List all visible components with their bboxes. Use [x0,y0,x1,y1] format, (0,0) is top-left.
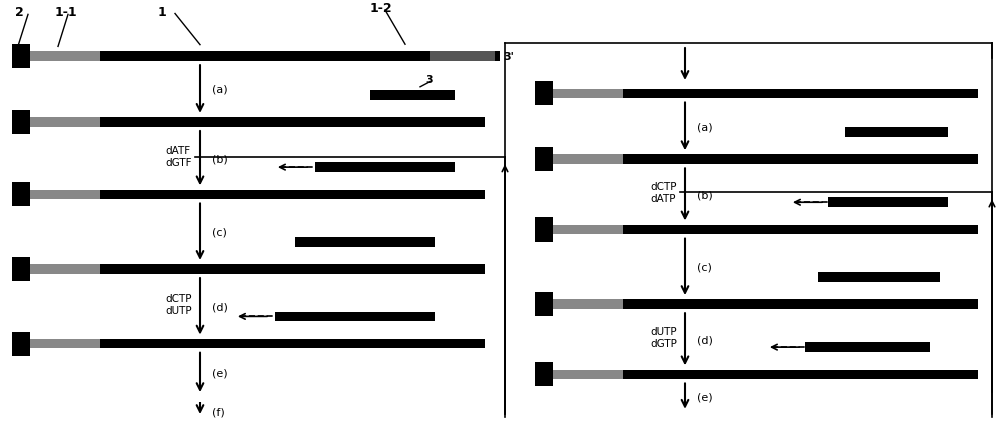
Text: (d): (d) [212,302,228,311]
FancyBboxPatch shape [553,300,623,309]
FancyBboxPatch shape [553,155,623,165]
Text: 1: 1 [158,6,167,19]
FancyBboxPatch shape [100,265,485,274]
Text: dCTP
dATP: dCTP dATP [650,182,677,204]
FancyBboxPatch shape [12,332,30,356]
Text: 3: 3 [425,75,433,85]
Text: 2: 2 [15,6,24,19]
Text: 3': 3' [503,52,514,62]
FancyBboxPatch shape [845,128,948,138]
FancyBboxPatch shape [12,183,30,207]
FancyBboxPatch shape [535,293,553,316]
FancyBboxPatch shape [100,118,485,127]
FancyBboxPatch shape [623,89,978,99]
FancyBboxPatch shape [100,190,485,200]
Text: dATF
dGTF: dATF dGTF [166,146,192,167]
Text: dCTP
dUTP: dCTP dUTP [165,293,192,315]
FancyBboxPatch shape [623,370,978,379]
FancyBboxPatch shape [275,312,435,321]
Text: (c): (c) [697,262,712,272]
FancyBboxPatch shape [495,52,500,62]
FancyBboxPatch shape [535,218,553,242]
FancyBboxPatch shape [553,370,623,379]
FancyBboxPatch shape [818,272,940,282]
FancyBboxPatch shape [30,52,100,62]
Text: (e): (e) [212,367,228,378]
Text: 1-2: 1-2 [370,2,393,15]
FancyBboxPatch shape [12,110,30,135]
FancyBboxPatch shape [623,155,978,165]
Text: (b): (b) [212,154,228,164]
Text: (d): (d) [697,335,713,344]
FancyBboxPatch shape [12,45,30,69]
FancyBboxPatch shape [623,225,978,235]
FancyBboxPatch shape [535,363,553,387]
Text: (b): (b) [697,190,713,200]
FancyBboxPatch shape [553,89,623,99]
FancyBboxPatch shape [295,237,435,247]
FancyBboxPatch shape [370,91,455,100]
FancyBboxPatch shape [30,190,100,200]
FancyBboxPatch shape [30,118,100,127]
Text: (a): (a) [212,85,228,95]
FancyBboxPatch shape [30,265,100,274]
FancyBboxPatch shape [12,257,30,282]
FancyBboxPatch shape [430,52,495,62]
Text: (e): (e) [697,391,713,401]
FancyBboxPatch shape [805,343,930,352]
Text: (c): (c) [212,227,227,237]
Text: dUTP
dGTP: dUTP dGTP [650,326,677,348]
Text: 1-1: 1-1 [55,6,78,19]
FancyBboxPatch shape [30,339,100,349]
Text: (a): (a) [697,122,713,132]
FancyBboxPatch shape [553,225,623,235]
FancyBboxPatch shape [828,198,948,208]
FancyBboxPatch shape [315,163,455,173]
FancyBboxPatch shape [535,82,553,106]
FancyBboxPatch shape [100,52,495,62]
FancyBboxPatch shape [623,300,978,309]
FancyBboxPatch shape [100,339,485,349]
FancyBboxPatch shape [535,148,553,172]
Text: (f): (f) [212,407,225,417]
